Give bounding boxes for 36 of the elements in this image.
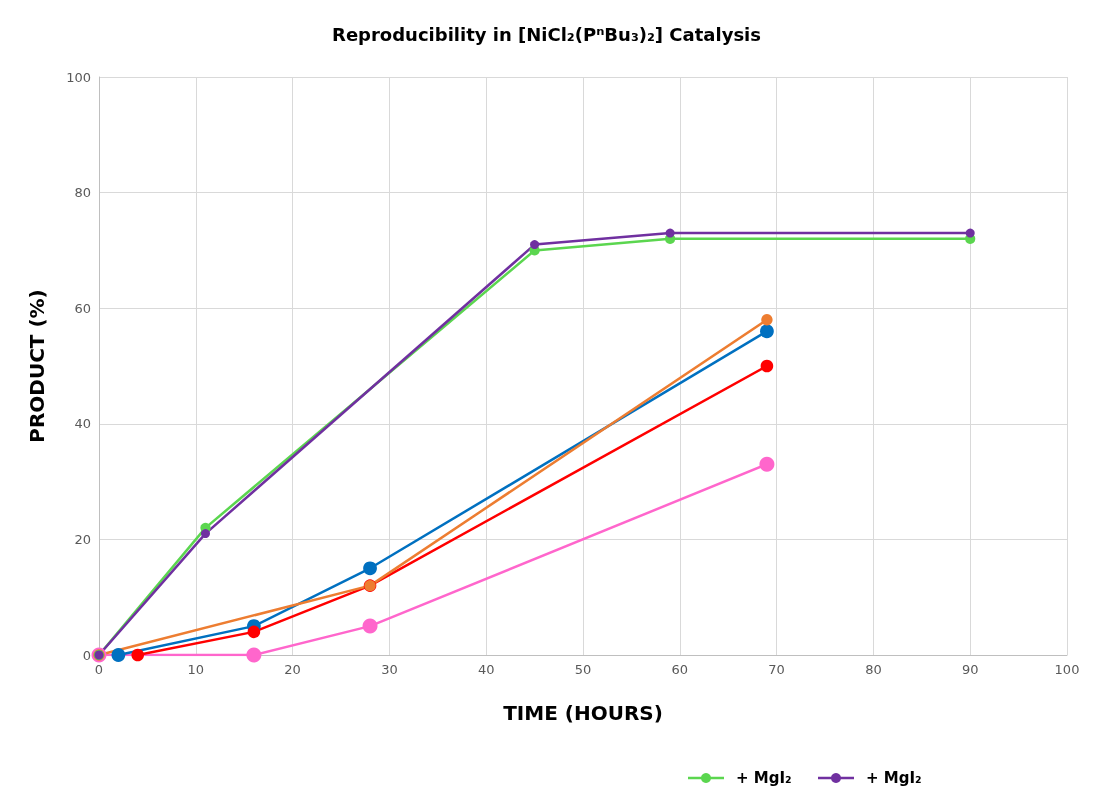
- point: [131, 648, 145, 662]
- x-tick-label: 90: [961, 662, 979, 677]
- point: [965, 228, 975, 238]
- y-axis-title: PRODUCT (%): [25, 289, 49, 443]
- x-tick-label: 70: [768, 662, 785, 677]
- point: [665, 228, 675, 238]
- x-tick-label: 60: [671, 662, 689, 677]
- point: [760, 359, 774, 373]
- point: [761, 314, 773, 326]
- point: [759, 456, 775, 472]
- x-tick-label: 40: [477, 662, 495, 677]
- point: [363, 561, 377, 576]
- legend-label: + MgI₂: [736, 769, 792, 787]
- y-tick-label: 80: [74, 185, 91, 201]
- point: [111, 648, 126, 662]
- y-tick-label: 40: [74, 416, 91, 432]
- point: [760, 324, 774, 339]
- chart-title: Reproducibility in [NiCl₂(PⁿBu₃)₂] Catalysis: [332, 23, 761, 45]
- x-tick-label: 30: [381, 662, 398, 677]
- legend-label: + MgI₂: [866, 769, 922, 787]
- point: [247, 625, 261, 639]
- x-tick-label: 10: [187, 662, 205, 677]
- x-tick-label: 0: [94, 662, 104, 677]
- x-tick-label: 20: [284, 662, 301, 677]
- point: [530, 240, 540, 250]
- y-tick-label: 20: [74, 531, 91, 547]
- point: [362, 618, 378, 634]
- x-tick-label: 100: [1054, 662, 1080, 677]
- y-tick-label: 0: [82, 647, 91, 663]
- y-tick-label: 100: [66, 69, 91, 85]
- x-tick-label: 80: [865, 662, 882, 677]
- x-axis-title: TIME (HOURS): [503, 701, 663, 725]
- point: [200, 529, 210, 539]
- y-tick-label: 60: [74, 300, 91, 316]
- point: [246, 647, 262, 663]
- x-tick-label: 50: [574, 662, 592, 677]
